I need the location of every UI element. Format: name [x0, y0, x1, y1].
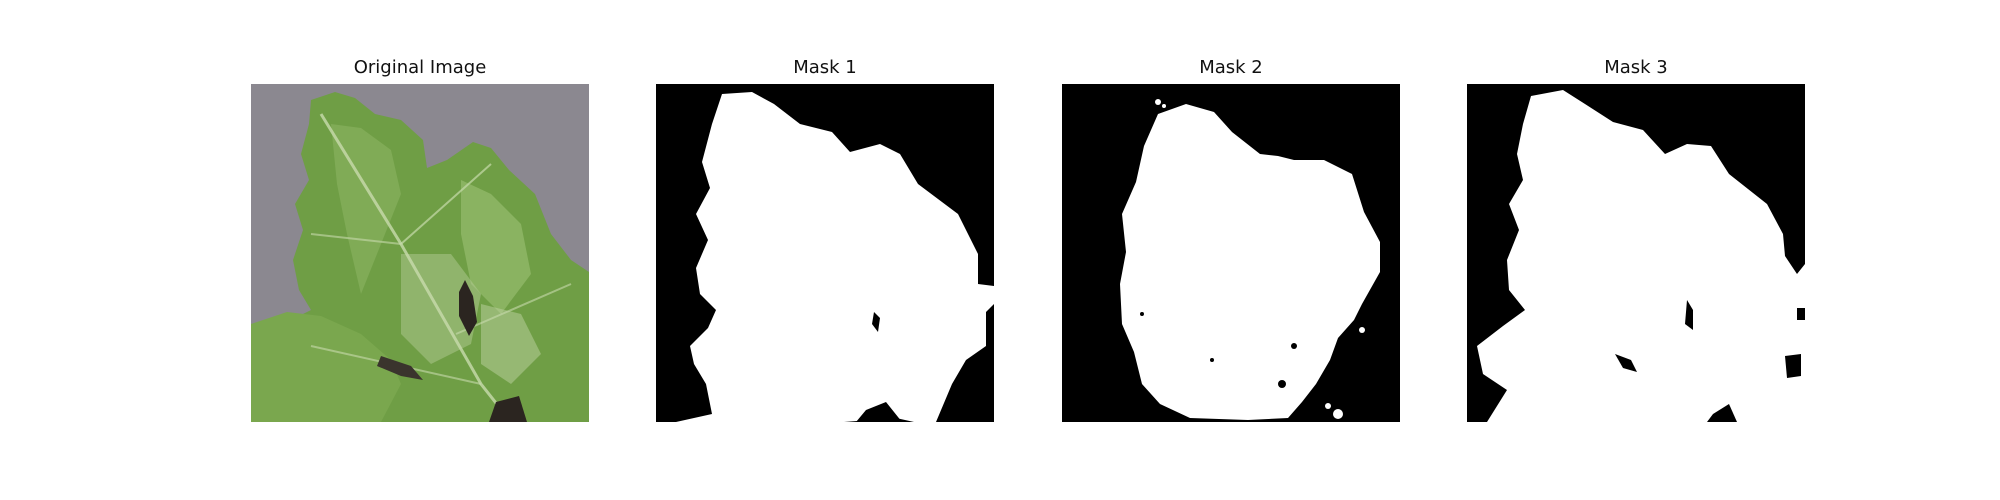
mask-1-image — [656, 84, 994, 422]
original-leaf-photo — [251, 84, 589, 422]
panel-mask-3: Mask 3 — [1467, 53, 1805, 422]
mask-3-image — [1467, 84, 1805, 422]
panel-mask-1: Mask 1 — [656, 53, 994, 422]
panel-title: Original Image — [353, 57, 487, 78]
panel-mask-2: Mask 2 — [1062, 53, 1400, 422]
panel-title: Mask 3 — [1604, 57, 1668, 78]
mask-2-image — [1062, 84, 1400, 422]
panel-original-image: Original Image — [251, 53, 589, 422]
panel-title: Mask 2 — [1199, 57, 1263, 78]
panel-title: Mask 1 — [793, 57, 857, 78]
